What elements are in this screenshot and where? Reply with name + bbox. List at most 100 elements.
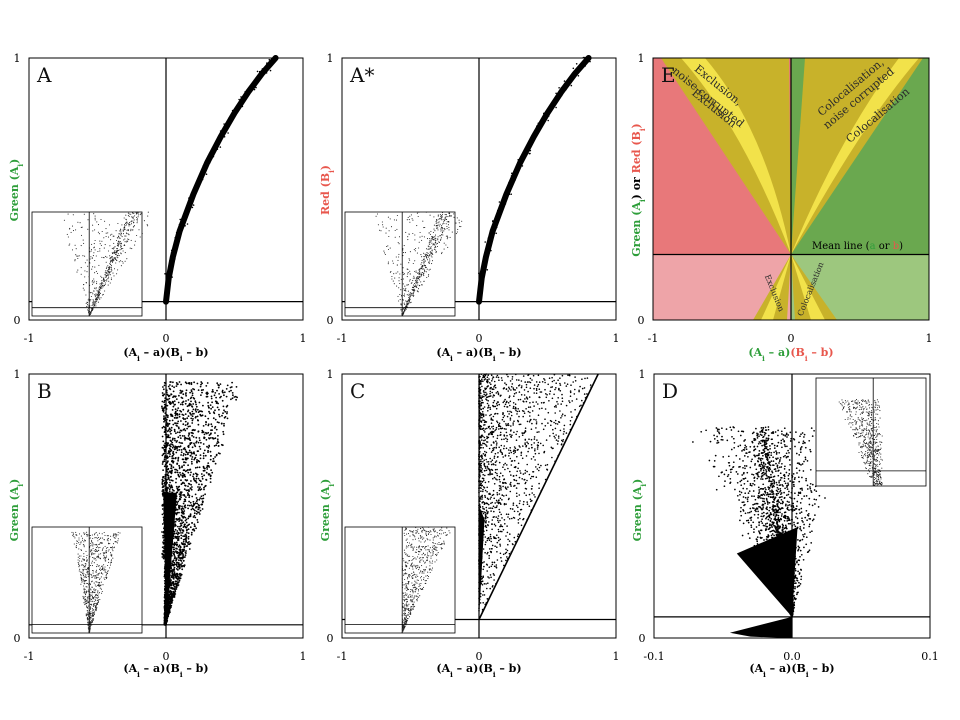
inset-point <box>87 582 89 585</box>
inset-point <box>89 594 91 596</box>
inset-point <box>78 560 80 562</box>
data-point <box>191 458 193 460</box>
inset-point <box>415 284 417 286</box>
data-point <box>174 523 177 526</box>
data-point <box>174 587 177 589</box>
inset-point <box>86 567 89 569</box>
data-point <box>208 410 210 413</box>
inset-point <box>91 612 93 614</box>
inset-point <box>97 585 99 587</box>
inset-point <box>99 283 101 285</box>
data-point <box>164 431 167 434</box>
data-point <box>181 390 184 393</box>
data-point <box>167 385 170 388</box>
inset-point <box>95 597 97 599</box>
inset-point <box>103 555 105 557</box>
inset-point <box>93 550 95 552</box>
data-point <box>190 533 193 536</box>
data-point <box>168 447 171 450</box>
inset-point <box>132 220 134 222</box>
inset-point <box>403 273 405 275</box>
data-point <box>555 92 557 95</box>
data-point <box>191 410 194 413</box>
inset-point <box>400 263 402 265</box>
inset-point <box>82 255 84 257</box>
inset-point <box>101 240 103 242</box>
inset-point <box>118 233 120 235</box>
data-point <box>178 552 181 555</box>
inset-point <box>115 251 117 254</box>
data-point <box>162 469 165 471</box>
inset-point <box>104 290 106 292</box>
inset-point <box>443 230 445 232</box>
inset-point <box>437 239 439 241</box>
data-point <box>177 401 180 404</box>
data-point <box>174 410 177 413</box>
data-point <box>163 384 166 387</box>
inset-point <box>99 250 101 252</box>
y-tick-label: 0 <box>14 632 21 645</box>
data-point <box>179 389 182 392</box>
inset-point <box>113 247 115 249</box>
inset-point <box>92 266 94 268</box>
inset-points <box>71 531 121 634</box>
inset-point <box>409 221 411 223</box>
inset-point <box>382 226 384 228</box>
inset-point <box>414 239 416 241</box>
inset-point <box>110 279 112 281</box>
inset-point <box>437 236 439 238</box>
data-point <box>195 410 198 413</box>
inset-point <box>124 238 126 240</box>
data-point <box>490 460 492 463</box>
inset-point <box>98 553 100 555</box>
inset-point <box>416 225 418 227</box>
data-point <box>185 536 187 538</box>
inset-point <box>86 596 88 598</box>
inset-point <box>88 291 90 293</box>
data-point <box>197 419 200 422</box>
inset-point <box>426 257 428 259</box>
inset-point <box>105 228 107 230</box>
inset-point <box>435 249 437 251</box>
inset-point <box>92 302 94 304</box>
data-point <box>163 418 165 421</box>
inset-point <box>134 244 136 246</box>
inset-point <box>125 222 127 224</box>
data-point <box>583 393 586 395</box>
inset-point <box>115 262 117 264</box>
inset-point <box>123 224 126 226</box>
inset-point <box>116 237 118 239</box>
inset-point <box>422 272 424 275</box>
inset-point <box>409 294 411 296</box>
data-point <box>191 419 194 422</box>
data-point <box>166 404 169 407</box>
inset-point <box>414 280 416 282</box>
inset-point <box>101 277 103 279</box>
data-point <box>170 413 172 416</box>
inset-point <box>83 553 85 555</box>
inset-point <box>117 540 119 542</box>
data-point <box>168 485 171 488</box>
data-point <box>178 506 180 508</box>
inset-point <box>101 590 103 593</box>
inset-point <box>407 303 409 306</box>
data-point <box>172 401 174 404</box>
inset-point <box>94 215 96 217</box>
inset-point <box>83 592 85 594</box>
inset-point <box>147 225 149 227</box>
data-point <box>170 606 172 609</box>
inset-point <box>445 214 447 216</box>
inset-point <box>93 287 96 289</box>
inset-point <box>117 242 119 244</box>
data-point <box>187 415 190 417</box>
data-point <box>161 426 164 429</box>
inset-point <box>400 308 402 310</box>
data-point <box>176 566 179 568</box>
inset-point <box>121 248 123 250</box>
data-point <box>207 449 210 452</box>
inset-point <box>87 534 89 536</box>
inset-point <box>397 241 399 244</box>
inset-point <box>82 564 84 566</box>
inset-point <box>415 278 417 280</box>
inset-point <box>108 561 110 563</box>
